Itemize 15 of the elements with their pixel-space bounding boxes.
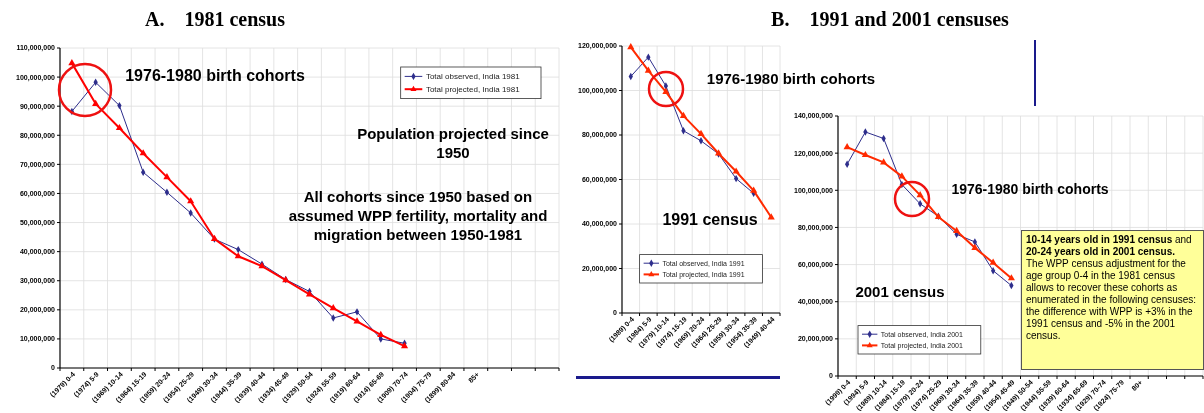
legend-label: Total observed, India 1981 (425, 72, 521, 82)
annotation: 1991 census (661, 210, 759, 230)
text: B. 1991 and 2001 censuses (771, 8, 1010, 30)
annotation: 1976-1980 birth cohorts (950, 181, 1110, 199)
annotation: 10-14 years old in 1991 census (1026, 234, 1174, 245)
annotation: and (1174, 234, 1192, 245)
annotation: The WPP census adjustment for the age group 0-4 in the 1981 census allows to recover these cohorts as enumerated in the following censuses: the difference with WPP is +3% in the 1991 census and -5% in the 2001 census. (1026, 258, 1198, 342)
legend-label: Total projected, India 1981 (425, 85, 521, 94)
annotation: All cohorts since 1950 based on assumed WPP fertility, mortality and migration between 1950-1981 (287, 188, 549, 245)
annotation: 20-24 years old in 2001 census. (1026, 246, 1175, 257)
annotation: 2001 census (855, 283, 945, 300)
annotation: 1976-1980 birth cohorts (124, 66, 306, 86)
annotation: 1976-1980 birth cohorts (705, 70, 877, 89)
chart-title: A. 1981 census (144, 8, 286, 30)
annotation: Population projected since 1950 (356, 125, 550, 163)
